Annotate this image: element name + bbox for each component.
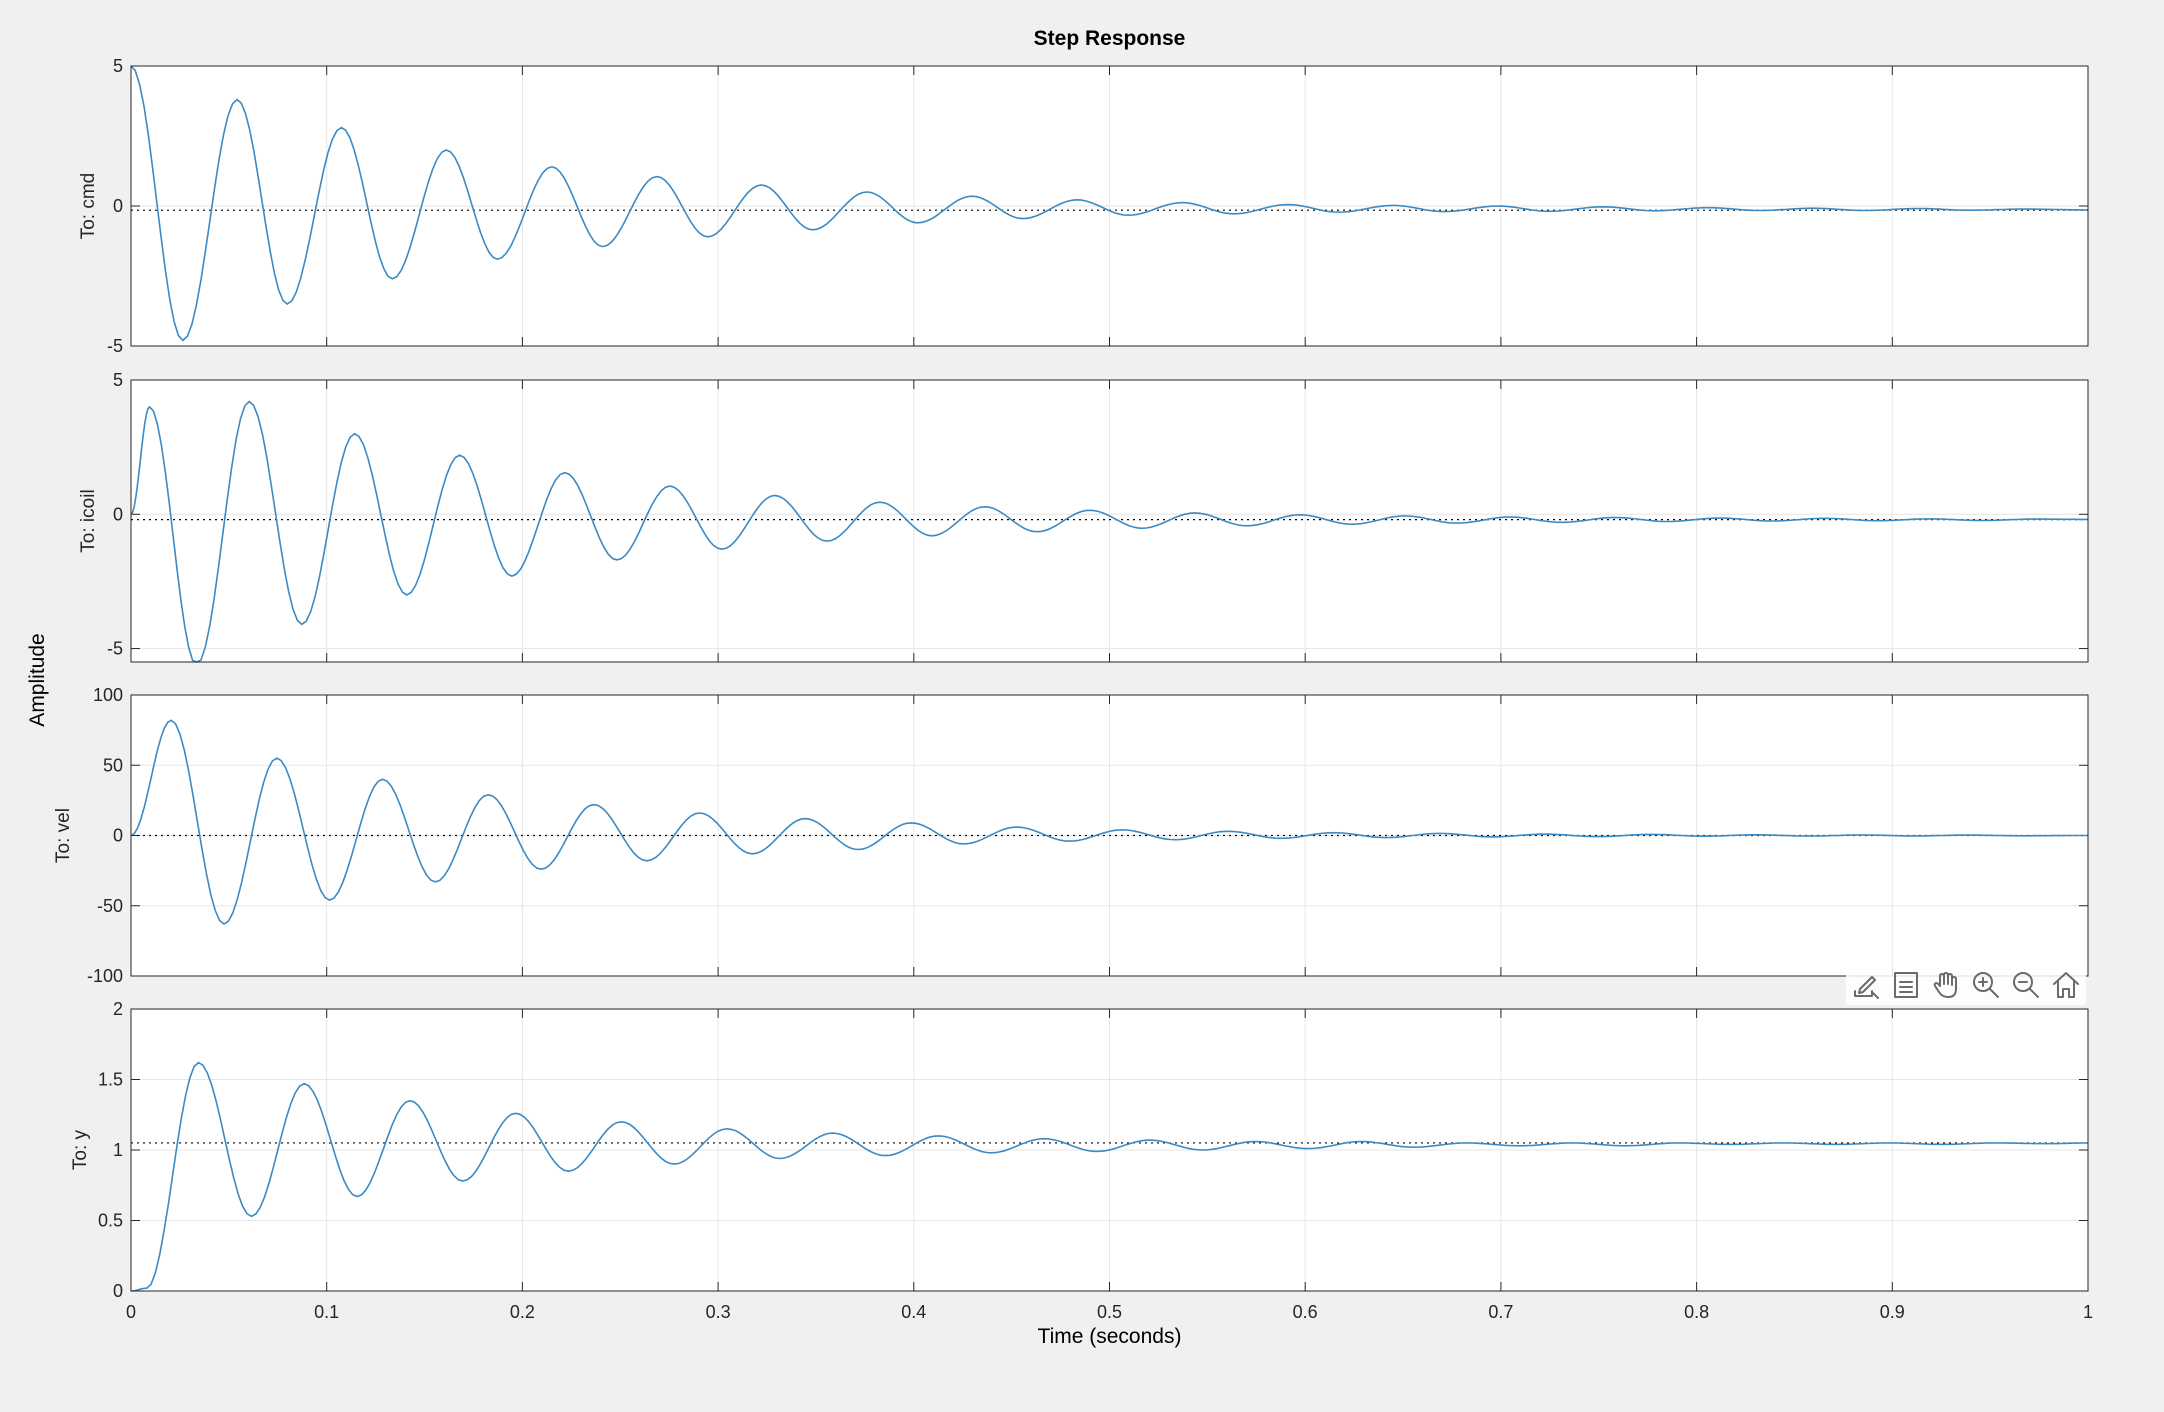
y-tick-label: 0 <box>113 1281 123 1301</box>
x-tick-label: 0.2 <box>510 1302 535 1322</box>
y-tick-label: 0.5 <box>98 1211 123 1231</box>
response-curve-1-0 <box>130 65 2088 342</box>
subplot-2-frame <box>130 379 2089 663</box>
subplot-3 <box>130 694 2089 977</box>
y-tick-label: 1 <box>113 1140 123 1160</box>
x-tick-label: 0.5 <box>1097 1302 1122 1322</box>
x-tick-label: 0.3 <box>706 1302 731 1322</box>
chart-title: Step Response <box>1034 27 1186 50</box>
x-tick-label: 0 <box>126 1302 136 1322</box>
y-tick-label: 100 <box>93 685 123 705</box>
pan-hand-icon <box>1933 972 1957 998</box>
y-tick-label: 0 <box>113 826 123 846</box>
insert-legend-icon <box>1894 972 1918 998</box>
x-tick-label: 0.6 <box>1293 1302 1318 1322</box>
data-tips-brush-button[interactable] <box>1846 965 1886 1005</box>
subplot-3-frame <box>130 694 2089 977</box>
y-tick-label: 5 <box>113 370 123 390</box>
axes-toolbar <box>1846 965 2086 1005</box>
y-tick-label: -100 <box>87 966 123 986</box>
x-axis-label: Time (seconds) <box>1038 1325 1182 1348</box>
pan-button[interactable] <box>1926 965 1966 1005</box>
restore-view-home-icon <box>2053 972 2079 998</box>
response-curve-4-0 <box>131 1061 2088 1292</box>
x-tick-label: 0.1 <box>314 1302 339 1322</box>
x-tick-label: 0.7 <box>1488 1302 1513 1322</box>
y-tick-label: 1.5 <box>98 1070 123 1090</box>
insert-legend-button[interactable] <box>1886 965 1926 1005</box>
x-tick-label: 0.4 <box>901 1302 926 1322</box>
subplot-ylabel: To: icoil <box>78 489 99 552</box>
y-tick-label: -5 <box>107 336 123 356</box>
x-tick-label: 0.8 <box>1684 1302 1709 1322</box>
zoom-out-icon <box>2013 972 2039 998</box>
data-tips-brush-icon <box>1854 976 1879 999</box>
subplot-ylabel: To: y <box>70 1129 91 1170</box>
subplot-4 <box>130 1008 2089 1292</box>
y-tick-label: 0 <box>113 196 123 216</box>
y-tick-label: -5 <box>107 639 123 659</box>
zoom-in-button[interactable] <box>1966 965 2006 1005</box>
subplot-1 <box>130 65 2089 347</box>
subplot-ylabel: To: vel <box>53 808 74 863</box>
response-curve-3-0 <box>130 719 2088 925</box>
y-tick-label: 50 <box>103 755 123 775</box>
subplot-1-frame <box>130 65 2089 347</box>
y-tick-label: 2 <box>113 999 123 1019</box>
x-tick-label: 1 <box>2083 1302 2093 1322</box>
zoom-out-button[interactable] <box>2006 965 2046 1005</box>
subplot-2 <box>130 379 2089 663</box>
restore-view-button[interactable] <box>2046 965 2086 1005</box>
subplot-ylabel: To: cmd <box>78 173 99 240</box>
x-tick-label: 0.9 <box>1880 1302 1905 1322</box>
y-axis-label: Amplitude <box>26 633 49 726</box>
y-tick-label: 5 <box>113 56 123 76</box>
subplot-4-frame <box>130 1008 2089 1292</box>
zoom-in-icon <box>1973 972 1999 998</box>
y-tick-label: 0 <box>113 504 123 524</box>
y-tick-label: -50 <box>97 896 123 916</box>
response-curve-2-0 <box>130 400 2088 663</box>
